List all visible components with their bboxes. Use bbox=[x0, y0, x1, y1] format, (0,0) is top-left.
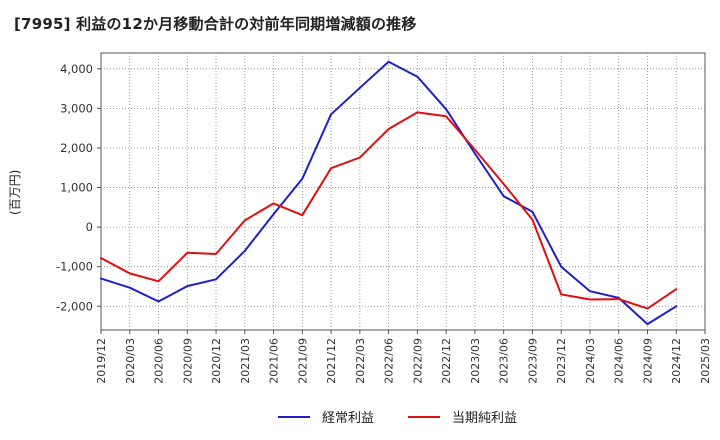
x-tick-label: 2020/03 bbox=[124, 338, 137, 384]
y-tick-label: -1,000 bbox=[56, 260, 93, 274]
x-tick-label: 2019/12 bbox=[95, 338, 108, 384]
series-line-2 bbox=[100, 111, 678, 310]
x-tick-label: 2022/06 bbox=[383, 338, 396, 384]
legend-label-2: 当期純利益 bbox=[452, 411, 517, 426]
x-tick-label: 2022/09 bbox=[411, 338, 424, 384]
x-tick-label: 2021/09 bbox=[296, 338, 309, 384]
y-tick-label: 1,000 bbox=[60, 181, 93, 195]
x-tick-label: 2023/09 bbox=[526, 338, 539, 384]
y-tick-label: 4,000 bbox=[60, 62, 93, 76]
y-tick-label: -2,000 bbox=[56, 299, 93, 313]
x-tick-label: 2022/12 bbox=[440, 338, 453, 384]
x-tick-label: 2023/12 bbox=[555, 338, 568, 384]
x-tick-label: 2023/03 bbox=[469, 338, 482, 384]
x-tick-label: 2025/03 bbox=[699, 338, 712, 384]
y-tick-label: 2,000 bbox=[60, 141, 93, 155]
x-tick-label: 2024/12 bbox=[670, 338, 683, 384]
x-tick-label: 2024/09 bbox=[641, 338, 654, 384]
y-tick-label: 0 bbox=[86, 220, 93, 234]
x-tick-label: 2021/06 bbox=[268, 338, 281, 384]
grid bbox=[97, 53, 706, 334]
x-tick-label: 2020/06 bbox=[153, 338, 166, 384]
tick-labels: 2019/12 2020/03 2020/06 2020/09 2020/12 2021/… bbox=[56, 62, 712, 384]
x-tick-label: 2022/03 bbox=[354, 338, 367, 384]
chart-title: [7995] 利益の12か月移動合計の対前年同期増減額の推移 bbox=[14, 15, 417, 33]
plot-area bbox=[100, 52, 706, 331]
series-layer bbox=[100, 60, 678, 326]
x-tick-label: 2024/03 bbox=[584, 338, 597, 384]
legend-label-1: 経常利益 bbox=[322, 411, 374, 426]
x-tick-label: 2023/06 bbox=[498, 338, 511, 384]
x-tick-label: 2020/09 bbox=[181, 338, 194, 384]
x-tick-label: 2024/06 bbox=[613, 338, 626, 384]
x-tick-label: 2020/12 bbox=[210, 338, 223, 384]
series-line-1 bbox=[100, 60, 678, 326]
x-tick-label: 2021/03 bbox=[239, 338, 252, 384]
legend: 経常利益 当期純利益 bbox=[278, 411, 517, 426]
x-tick-label: 2021/12 bbox=[325, 338, 338, 384]
y-tick-label: 3,000 bbox=[60, 101, 93, 115]
